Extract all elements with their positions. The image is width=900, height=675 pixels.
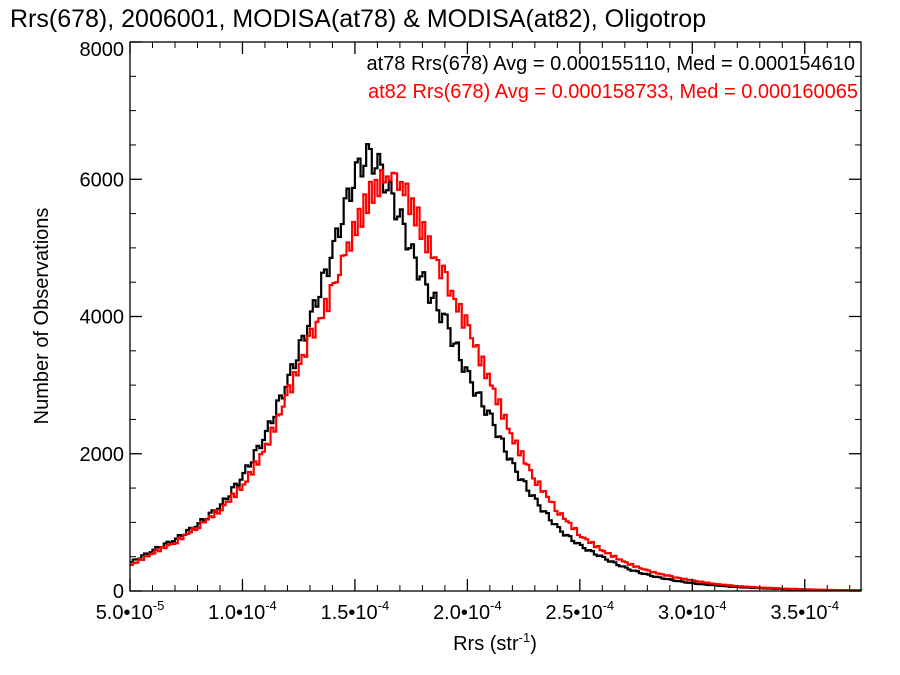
x-tick-label: 2.0•10-4 [433,598,502,624]
plot-frame [129,41,862,592]
series-line-1 [130,168,863,592]
x-axis-label-main: Rrs (str [453,633,519,655]
x-axis-label: Rrs (str-1) [453,630,537,655]
y-tick-label: 4000 [80,307,125,329]
series-line-0 [130,143,863,592]
y-axis-label: Number of Observations [31,208,53,425]
x-tick-label: 3.5•10-4 [770,598,839,624]
x-tick-label: 3.0•10-4 [658,598,727,624]
x-axis-label-close: ) [530,633,537,655]
x-axis-label-exponent: -1 [519,630,531,645]
chart-title: Rrs(678), 2006001, MODISA(at78) & MODISA… [10,5,706,33]
x-tick-label: 5.0•10-5 [96,598,165,624]
legend-entry-at78: at78 Rrs(678) Avg = 0.000155110, Med = 0… [366,53,855,75]
x-tick-label: 1.5•10-4 [321,598,390,624]
series-layer [130,143,863,592]
y-tick-label: 0 [113,581,124,603]
x-axis-ticks: 5.0•10-5 1.0•10-4 1.5•10-4 2.0•10-4 2.5•10-4… [96,42,851,624]
y-tick-label: 6000 [80,169,125,191]
y-tick-label: 8000 [80,39,125,61]
x-tick-label: 2.5•10-4 [546,598,615,624]
x-tick-label: 1.0•10-4 [208,598,277,624]
y-tick-label: 2000 [80,444,125,466]
y-axis-ticks: 0 2000 4000 6000 8000 [80,39,861,603]
legend-entry-at82: at82 Rrs(678) Avg = 0.000158733, Med = 0… [368,81,858,103]
